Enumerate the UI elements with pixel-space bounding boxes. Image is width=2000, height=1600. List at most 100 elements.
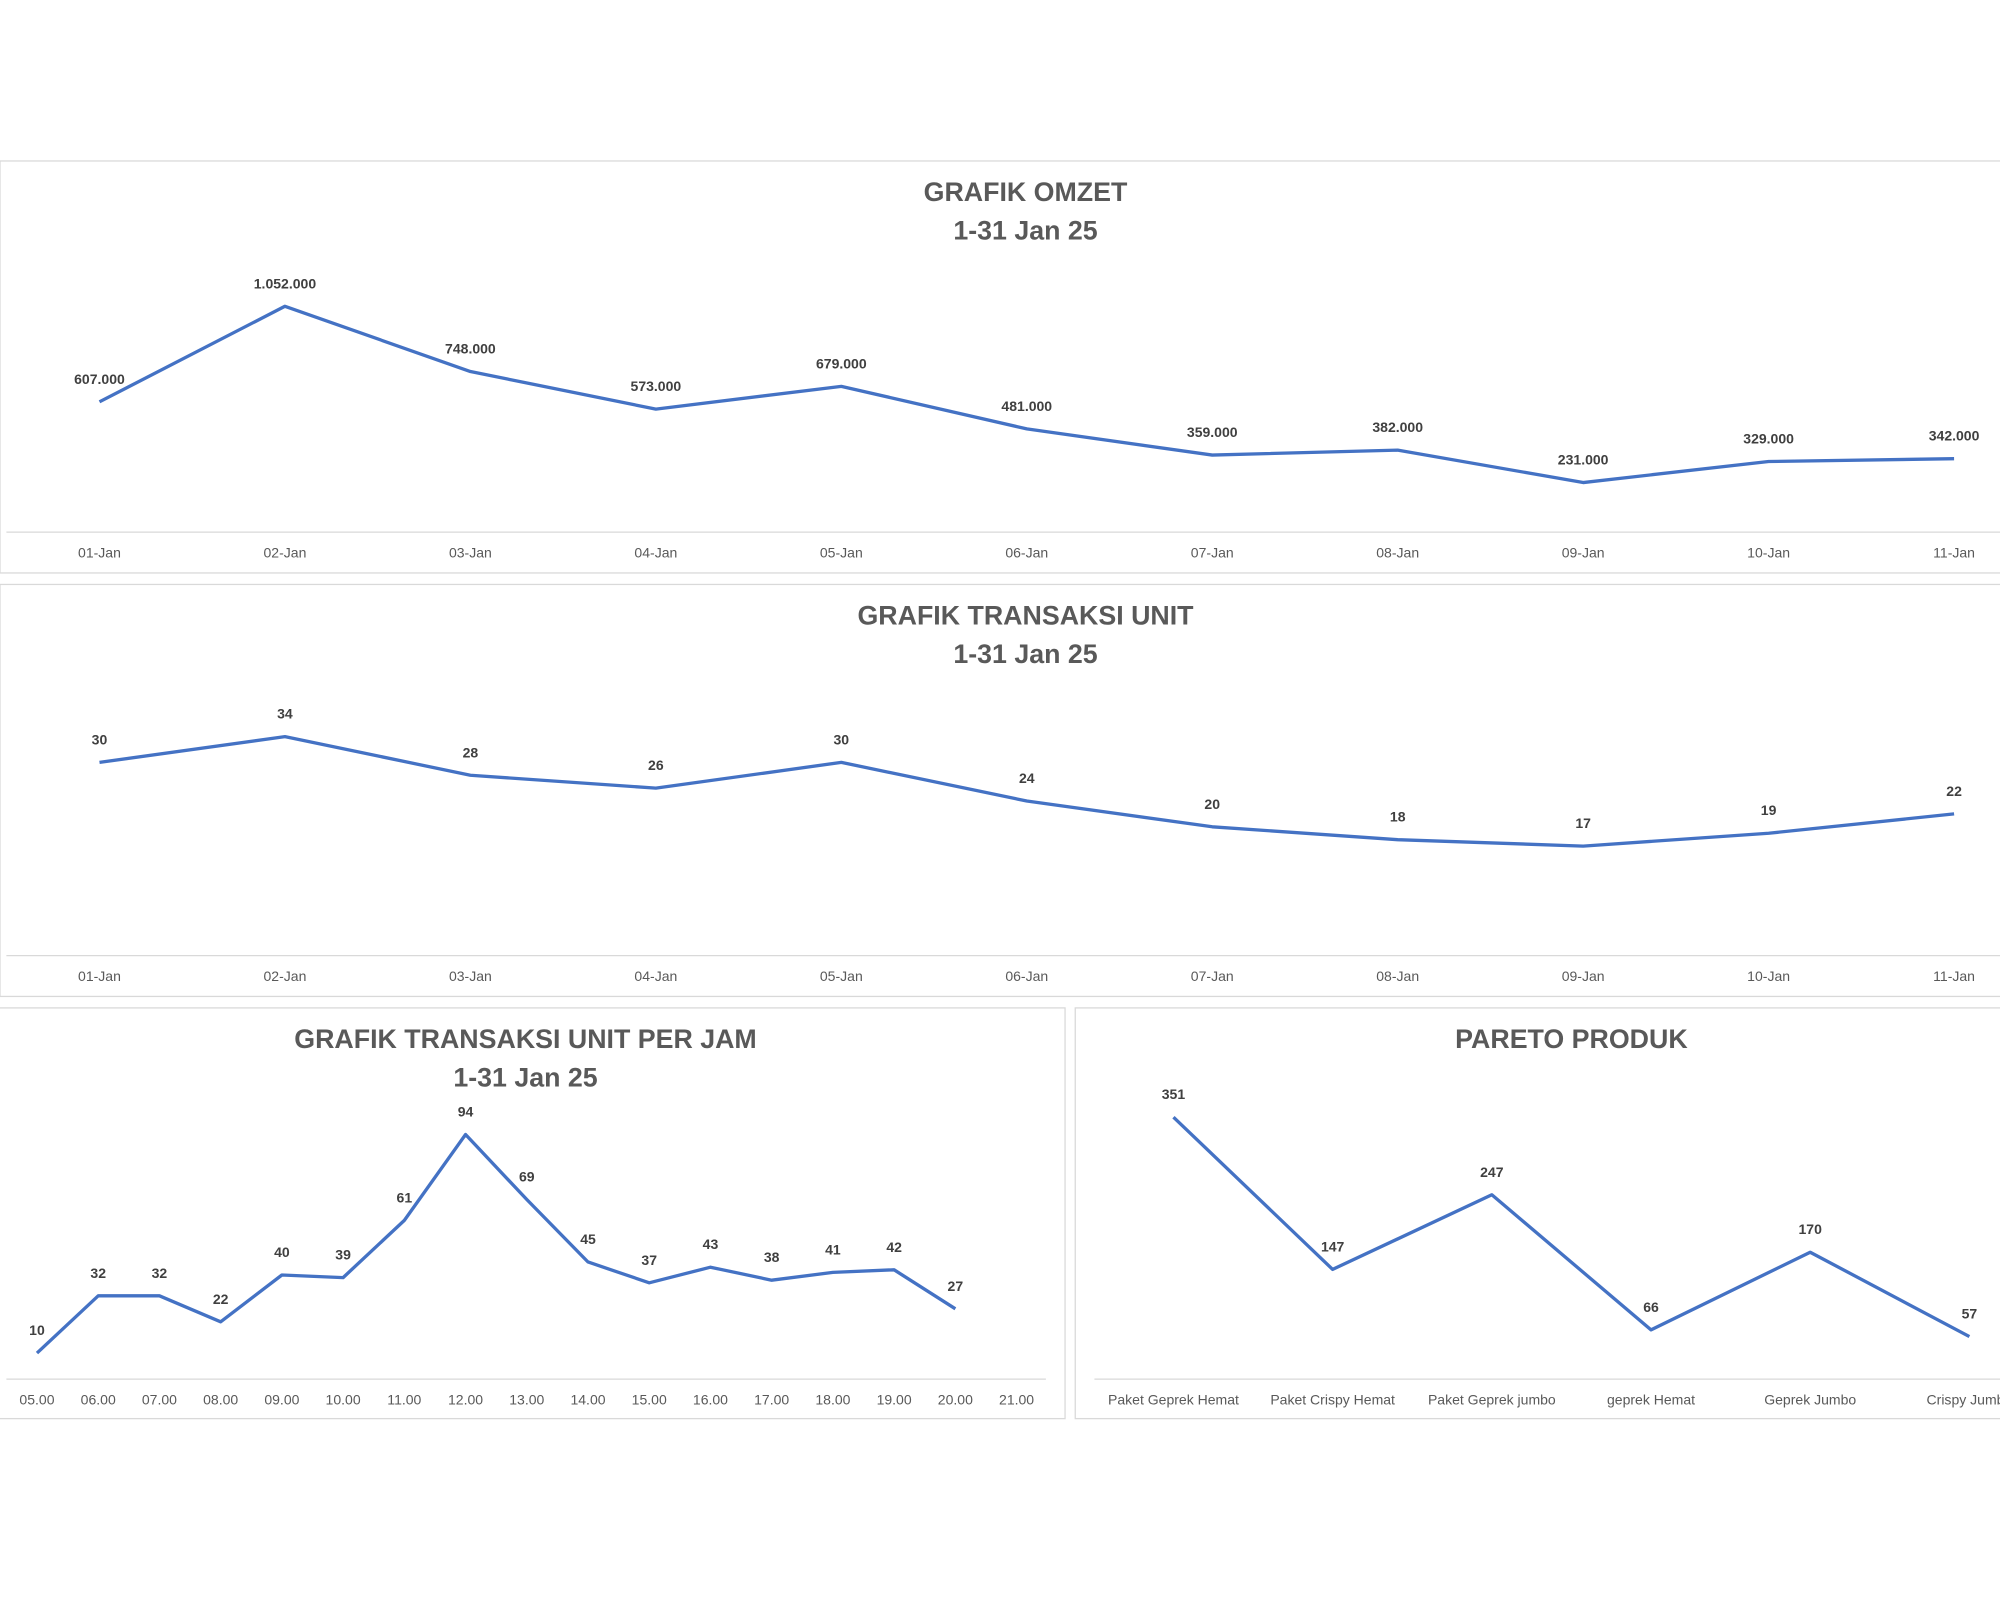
- chart-title: PARETO PRODUK: [1455, 1024, 1688, 1054]
- x-tick-label: 08-Jan: [1376, 545, 1419, 561]
- data-label: 32: [90, 1265, 106, 1281]
- x-tick-label: 12.00: [448, 1391, 483, 1407]
- panel: [0, 1007, 1066, 1420]
- data-label: 34: [277, 706, 293, 722]
- data-label: 20: [1204, 796, 1220, 812]
- data-label: 42: [886, 1239, 902, 1255]
- data-label: 38: [764, 1249, 780, 1265]
- x-tick-label: 05-Jan: [820, 545, 863, 561]
- data-label: 39: [335, 1247, 351, 1263]
- data-line: [1172, 1115, 1971, 1339]
- data-label: 30: [92, 731, 108, 747]
- data-label: 22: [213, 1291, 229, 1307]
- data-label: 17: [1575, 815, 1591, 831]
- data-label: 26: [648, 757, 664, 773]
- data-label: 61: [397, 1189, 413, 1205]
- x-tick-label: 02-Jan: [264, 968, 307, 984]
- x-tick-label: 15.00: [632, 1391, 667, 1407]
- x-tick-label: Paket Geprek jumbo: [1428, 1391, 1556, 1407]
- data-label: 94: [458, 1104, 474, 1120]
- x-tick-label: 05-Jan: [820, 968, 863, 984]
- x-tick-label: 03-Jan: [449, 545, 492, 561]
- data-label: 40: [274, 1244, 290, 1260]
- x-tick-label: 06.00: [81, 1391, 116, 1407]
- x-tick-label: 06-Jan: [1005, 968, 1048, 984]
- x-tick-label: 09.00: [264, 1391, 299, 1407]
- data-label: 231.000: [1558, 452, 1609, 468]
- x-tick-label: 05.00: [19, 1391, 54, 1407]
- data-label: 748.000: [445, 341, 496, 357]
- x-tick-label: 06-Jan: [1005, 545, 1048, 561]
- data-label: 481.000: [1001, 398, 1052, 414]
- chart-subtitle: 1-31 Jan 25: [953, 639, 1097, 669]
- data-label: 679.000: [816, 355, 867, 371]
- x-tick-label: 04-Jan: [634, 545, 677, 561]
- chart-title: GRAFIK OMZET: [924, 177, 1128, 207]
- data-label: 382.000: [1372, 419, 1423, 435]
- data-label: 1.052.000: [254, 275, 317, 291]
- chart-title: GRAFIK TRANSAKSI UNIT: [857, 601, 1194, 631]
- data-label: 342.000: [1929, 428, 1980, 444]
- x-tick-label: Crispy Jumbo: [1927, 1391, 2000, 1407]
- x-tick-label: 07-Jan: [1191, 545, 1234, 561]
- x-tick-label: 01-Jan: [78, 968, 121, 984]
- x-tick-label: 02-Jan: [264, 545, 307, 561]
- x-tick-label: 07.00: [142, 1391, 177, 1407]
- chart-subtitle: 1-31 Jan 25: [453, 1062, 597, 1092]
- x-tick-label: 07-Jan: [1191, 968, 1234, 984]
- panel: [0, 160, 2000, 574]
- data-label: 351: [1162, 1086, 1186, 1102]
- x-tick-label: 10-Jan: [1747, 968, 1790, 984]
- data-label: 18: [1390, 809, 1406, 825]
- x-tick-label: 08.00: [203, 1391, 238, 1407]
- data-label: 147: [1321, 1238, 1345, 1254]
- data-label: 57: [1962, 1306, 1978, 1322]
- x-tick-label: 20.00: [938, 1391, 973, 1407]
- x-tick-label: 08-Jan: [1376, 968, 1419, 984]
- data-label: 27: [948, 1278, 964, 1294]
- x-tick-label: 04-Jan: [634, 968, 677, 984]
- data-label: 45: [580, 1231, 596, 1247]
- data-label: 28: [463, 744, 479, 760]
- x-tick-label: 14.00: [570, 1391, 605, 1407]
- data-label: 170: [1799, 1221, 1823, 1237]
- data-line: [35, 1132, 957, 1355]
- data-line: [99, 734, 1955, 848]
- x-tick-label: Paket Crispy Hemat: [1270, 1391, 1395, 1407]
- data-label: 329.000: [1743, 431, 1794, 447]
- data-label: 43: [703, 1236, 719, 1252]
- x-tick-label: 10.00: [326, 1391, 361, 1407]
- x-tick-label: 01-Jan: [78, 545, 121, 561]
- data-label: 19: [1761, 802, 1777, 818]
- data-label: 573.000: [631, 378, 682, 394]
- data-label: 66: [1643, 1299, 1659, 1315]
- x-tick-label: 16.00: [693, 1391, 728, 1407]
- x-tick-label: Geprek Jumbo: [1764, 1391, 1856, 1407]
- data-label: 10: [29, 1322, 45, 1338]
- data-label: 30: [834, 731, 850, 747]
- data-label: 607.000: [74, 371, 125, 387]
- chart-title: GRAFIK TRANSAKSI UNIT PER JAM: [294, 1024, 756, 1054]
- x-tick-label: 21.00: [999, 1391, 1034, 1407]
- data-label: 22: [1946, 783, 1962, 799]
- x-tick-label: Paket Geprek Hemat: [1108, 1391, 1239, 1407]
- x-tick-label: 17.00: [754, 1391, 789, 1407]
- x-tick-label: geprek Hemat: [1607, 1391, 1695, 1407]
- data-line: [98, 304, 1955, 485]
- x-tick-label: 11-Jan: [1933, 968, 1975, 984]
- x-tick-label: 13.00: [509, 1391, 544, 1407]
- data-label: 69: [519, 1169, 535, 1185]
- data-label: 24: [1019, 770, 1035, 786]
- x-tick-label: 09-Jan: [1562, 968, 1605, 984]
- panel: [1074, 1007, 2000, 1420]
- x-tick-label: 11-Jan: [1933, 545, 1975, 561]
- x-tick-label: 03-Jan: [449, 968, 492, 984]
- x-tick-label: 10-Jan: [1747, 545, 1790, 561]
- panel: [0, 583, 2000, 998]
- data-label: 359.000: [1187, 424, 1238, 440]
- chart-subtitle: 1-31 Jan 25: [953, 215, 1097, 245]
- data-label: 247: [1480, 1164, 1504, 1180]
- data-label: 41: [825, 1241, 841, 1257]
- x-tick-label: 19.00: [877, 1391, 912, 1407]
